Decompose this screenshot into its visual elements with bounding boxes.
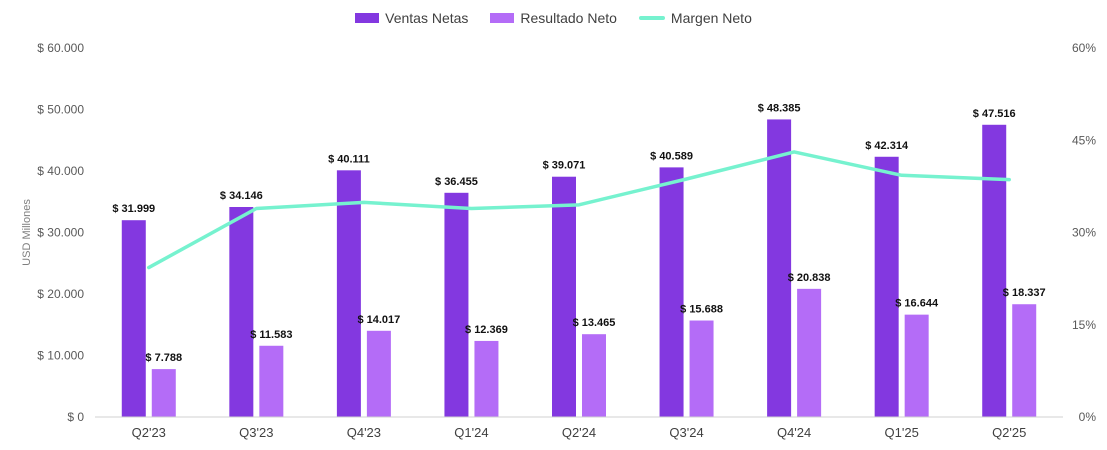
legend-item-margen-neto: Margen Neto bbox=[638, 10, 752, 26]
x-tick-label: Q3'24 bbox=[669, 425, 703, 440]
legend-item-ventas-netas: Ventas Netas bbox=[355, 10, 468, 26]
legend-label-resultado-neto: Resultado Neto bbox=[520, 10, 617, 26]
y2-tick-label: 45% bbox=[1072, 133, 1096, 147]
data-label-ventas-netas: $ 36.455 bbox=[435, 176, 478, 188]
x-tick-label: Q2'23 bbox=[132, 425, 166, 440]
bar-ventas-netas bbox=[767, 119, 792, 417]
data-label-resultado-neto: $ 12.369 bbox=[465, 324, 508, 336]
data-label-resultado-neto: $ 16.644 bbox=[895, 298, 939, 310]
data-label-ventas-netas: $ 40.111 bbox=[328, 153, 370, 165]
y2-tick-label: 30% bbox=[1072, 226, 1096, 240]
bar-resultado-neto bbox=[259, 345, 284, 417]
y2-tick-label: 60% bbox=[1072, 41, 1096, 55]
data-label-ventas-netas: $ 31.999 bbox=[112, 203, 155, 215]
x-tick-label: Q2'24 bbox=[562, 425, 596, 440]
bar-ventas-netas bbox=[659, 167, 684, 417]
data-label-ventas-netas: $ 48.385 bbox=[758, 102, 801, 114]
x-tick-label: Q4'24 bbox=[777, 425, 811, 440]
data-label-ventas-netas: $ 34.146 bbox=[220, 190, 263, 202]
y2-tick-label: 0% bbox=[1079, 410, 1097, 424]
data-label-resultado-neto: $ 18.337 bbox=[1003, 287, 1046, 299]
data-label-resultado-neto: $ 20.838 bbox=[788, 272, 831, 284]
y-tick-label: $ 60.000 bbox=[37, 41, 84, 55]
y-tick-label: $ 20.000 bbox=[37, 287, 84, 301]
y-axis-title: USD Millones bbox=[21, 199, 33, 266]
bar-ventas-netas bbox=[229, 207, 254, 417]
bar-resultado-neto bbox=[151, 369, 176, 417]
chart-legend: Ventas Netas Resultado Neto Margen Neto bbox=[0, 10, 1107, 26]
legend-item-resultado-neto: Resultado Neto bbox=[490, 10, 617, 26]
bar-ventas-netas bbox=[874, 156, 899, 417]
bar-ventas-netas bbox=[552, 176, 576, 417]
data-label-ventas-netas: $ 47.516 bbox=[973, 108, 1016, 120]
x-tick-label: Q1'24 bbox=[454, 425, 488, 440]
legend-swatch-resultado-neto bbox=[490, 13, 515, 23]
legend-swatch-margen-neto bbox=[638, 16, 665, 20]
data-label-resultado-neto: $ 7.788 bbox=[145, 352, 182, 364]
y-tick-label: $ 50.000 bbox=[37, 103, 84, 117]
data-label-resultado-neto: $ 15.688 bbox=[680, 304, 723, 316]
line-margen-neto bbox=[147, 150, 1011, 270]
data-label-ventas-netas: $ 42.314 bbox=[865, 140, 909, 152]
x-tick-label: Q2'25 bbox=[992, 425, 1026, 440]
data-label-ventas-netas: $ 40.589 bbox=[650, 150, 693, 162]
data-label-resultado-neto: $ 13.465 bbox=[573, 317, 616, 329]
x-tick-label: Q4'23 bbox=[347, 425, 381, 440]
data-label-resultado-neto: $ 14.017 bbox=[357, 314, 400, 326]
bar-ventas-netas bbox=[982, 124, 1007, 417]
bar-resultado-neto bbox=[474, 340, 499, 417]
y-tick-label: $ 40.000 bbox=[37, 164, 84, 178]
y-tick-label: $ 10.000 bbox=[37, 349, 84, 363]
bar-resultado-neto bbox=[582, 334, 606, 417]
x-tick-label: Q1'25 bbox=[885, 425, 919, 440]
y-tick-label: $ 30.000 bbox=[37, 226, 84, 240]
bar-ventas-netas bbox=[444, 192, 469, 417]
bar-resultado-neto bbox=[366, 330, 391, 417]
legend-label-margen-neto: Margen Neto bbox=[670, 10, 752, 26]
x-tick-label: Q3'23 bbox=[239, 425, 273, 440]
bar-resultado-neto bbox=[904, 314, 929, 417]
data-label-ventas-netas: $ 39.071 bbox=[543, 160, 586, 172]
bar-resultado-neto bbox=[1012, 304, 1037, 417]
bar-resultado-neto bbox=[797, 288, 822, 417]
y-tick-label: $ 0 bbox=[67, 410, 84, 424]
data-label-resultado-neto: $ 11.583 bbox=[250, 329, 292, 341]
legend-swatch-ventas-netas bbox=[355, 13, 380, 23]
bar-ventas-netas bbox=[121, 220, 146, 417]
bar-resultado-neto bbox=[689, 320, 714, 417]
bar-ventas-netas bbox=[336, 170, 361, 417]
y2-tick-label: 15% bbox=[1072, 318, 1096, 332]
legend-label-ventas-netas: Ventas Netas bbox=[385, 10, 469, 26]
